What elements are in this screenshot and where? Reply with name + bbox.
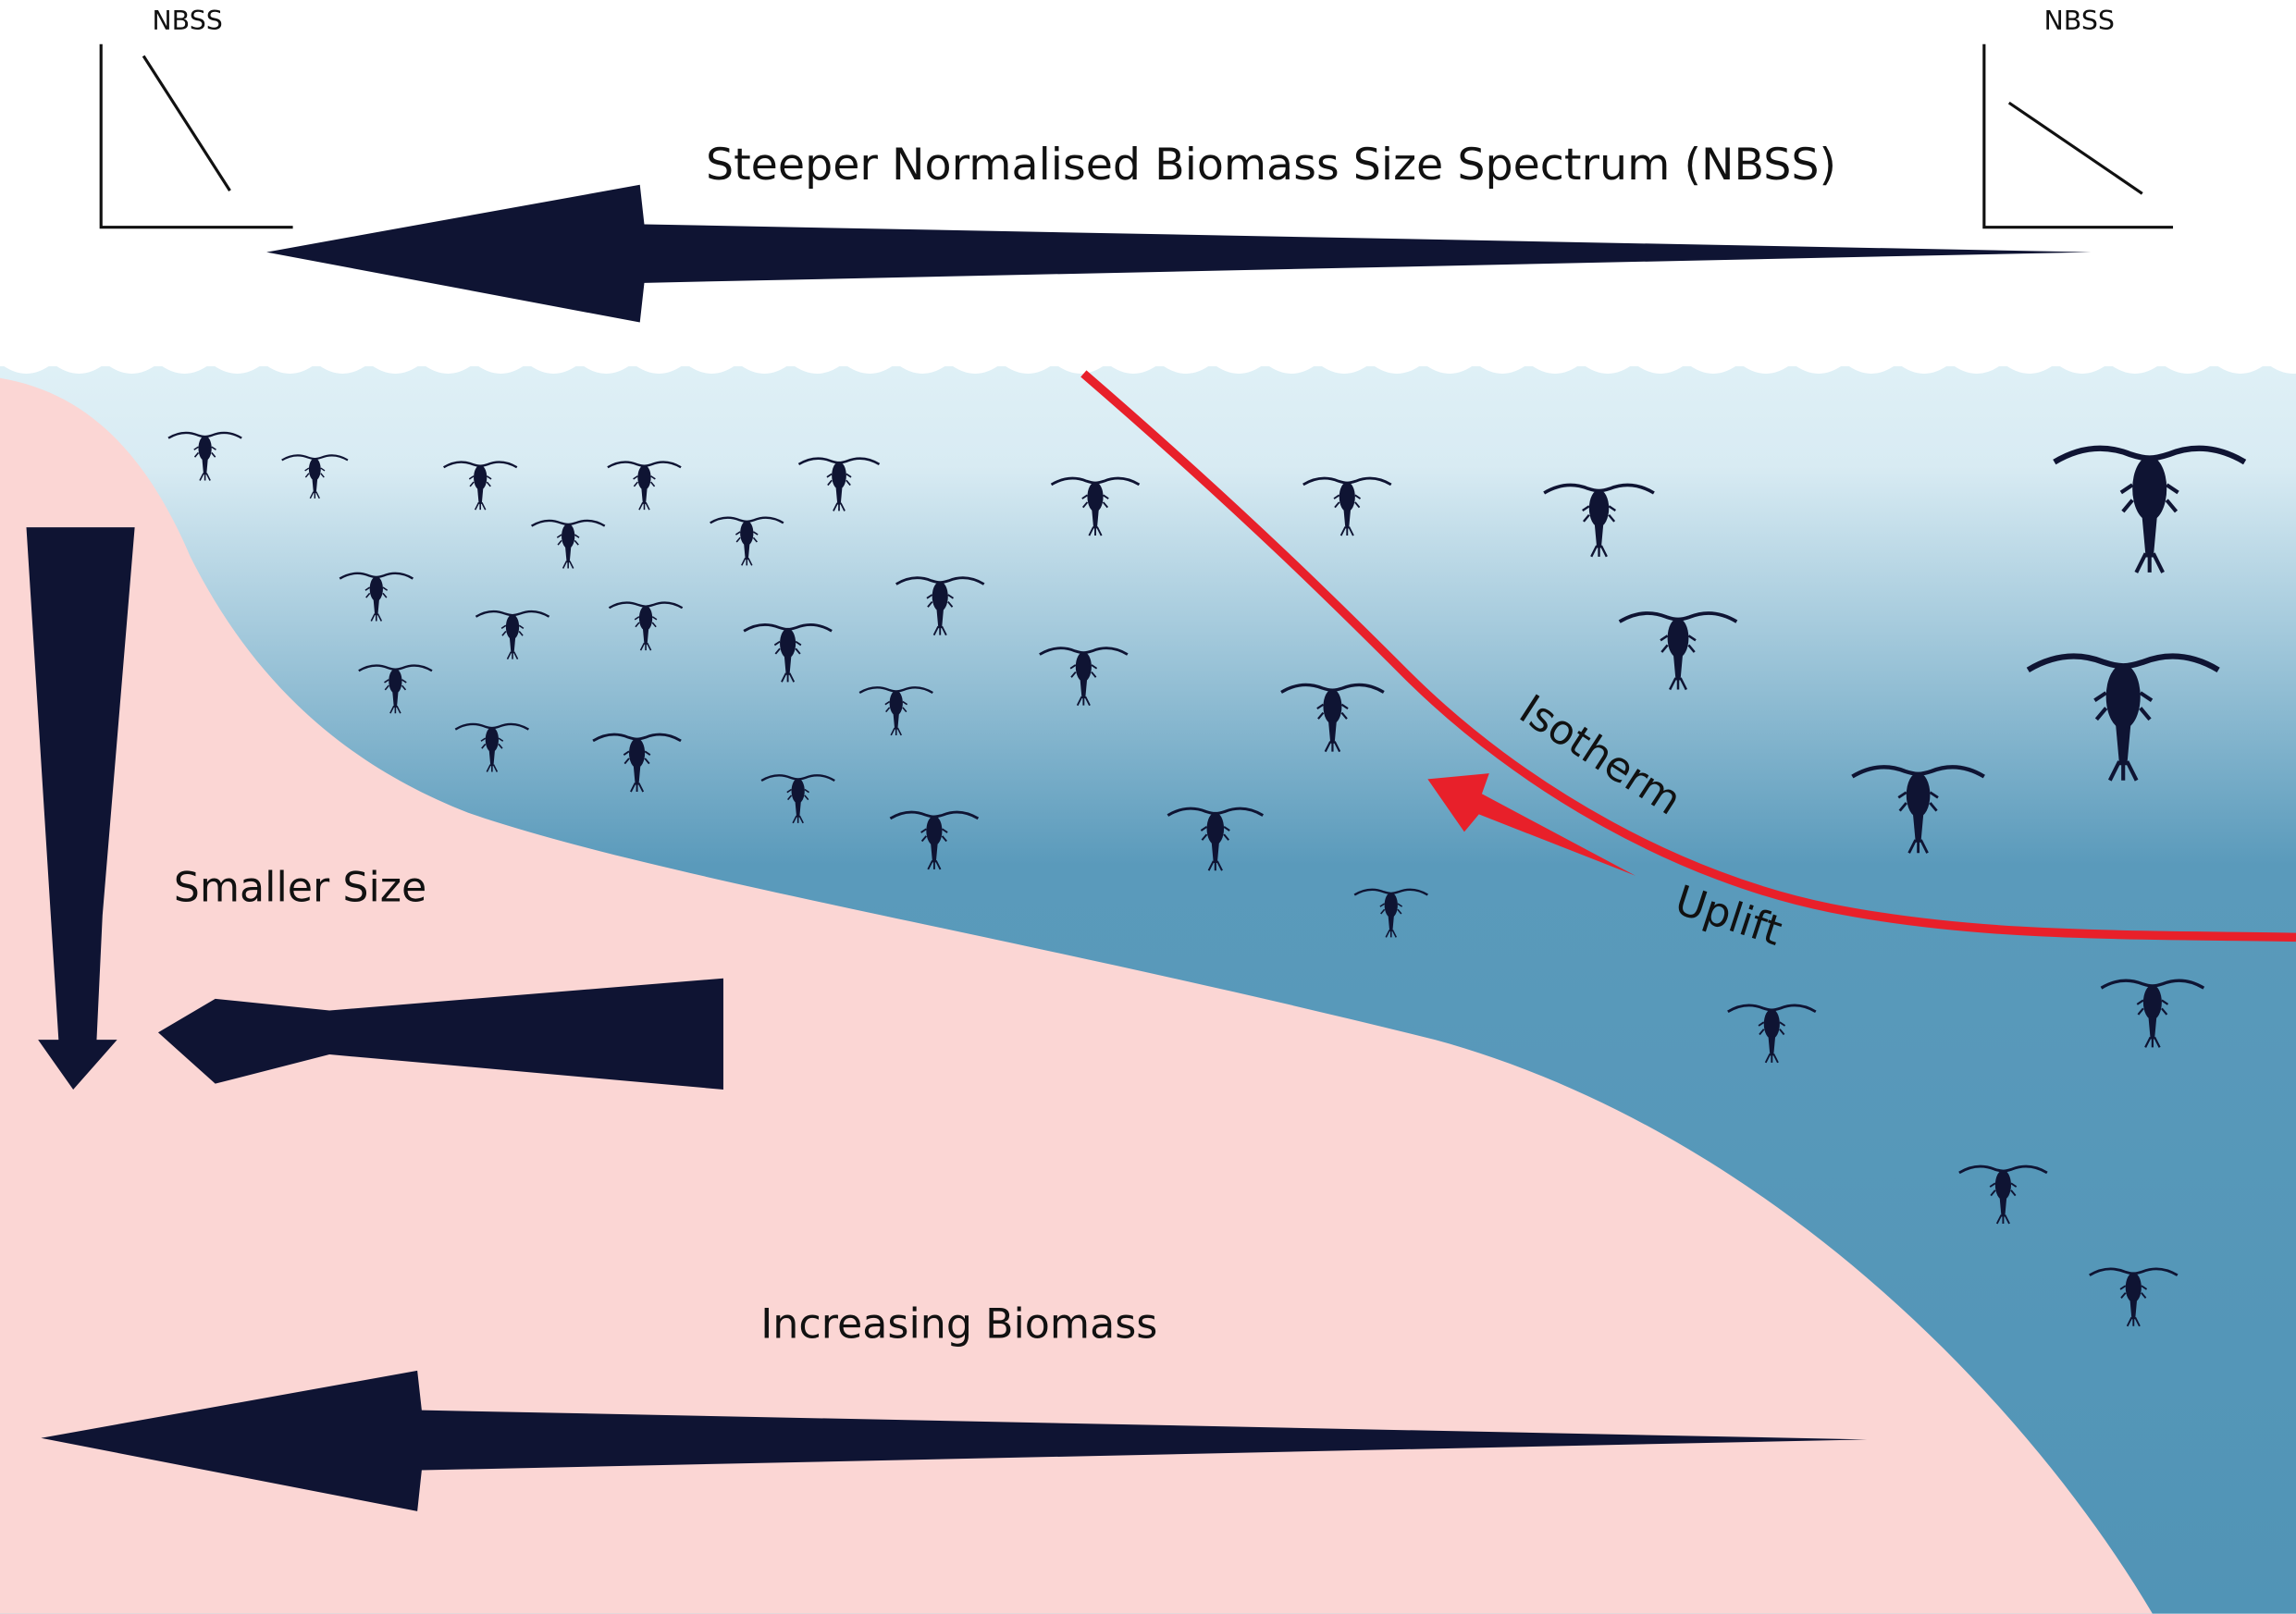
biomass-label: Increasing Biomass	[760, 1300, 1157, 1348]
nbss-right-label: NBSS	[2043, 6, 2115, 36]
isotherm-line	[1080, 370, 2296, 943]
nbss-left-line	[142, 55, 231, 191]
pink-region	[0, 377, 2153, 1614]
size-label: Smaller Size	[174, 865, 427, 912]
nbss-right-line	[2007, 101, 2143, 195]
top-arrow-label: Steeper Normalised Biomass Size Spectrum…	[706, 140, 1836, 191]
size-arrow-vertical	[26, 527, 135, 1090]
nbss-left-label: NBSS	[152, 6, 223, 36]
size-arrow-horizontal	[157, 978, 723, 1090]
nbss-left-axes	[99, 43, 293, 229]
uplift-arrow	[1427, 773, 1636, 876]
nbss-right-axes	[1982, 43, 2174, 229]
top-arrow	[266, 184, 2092, 323]
biomass-arrow	[41, 1370, 1868, 1511]
